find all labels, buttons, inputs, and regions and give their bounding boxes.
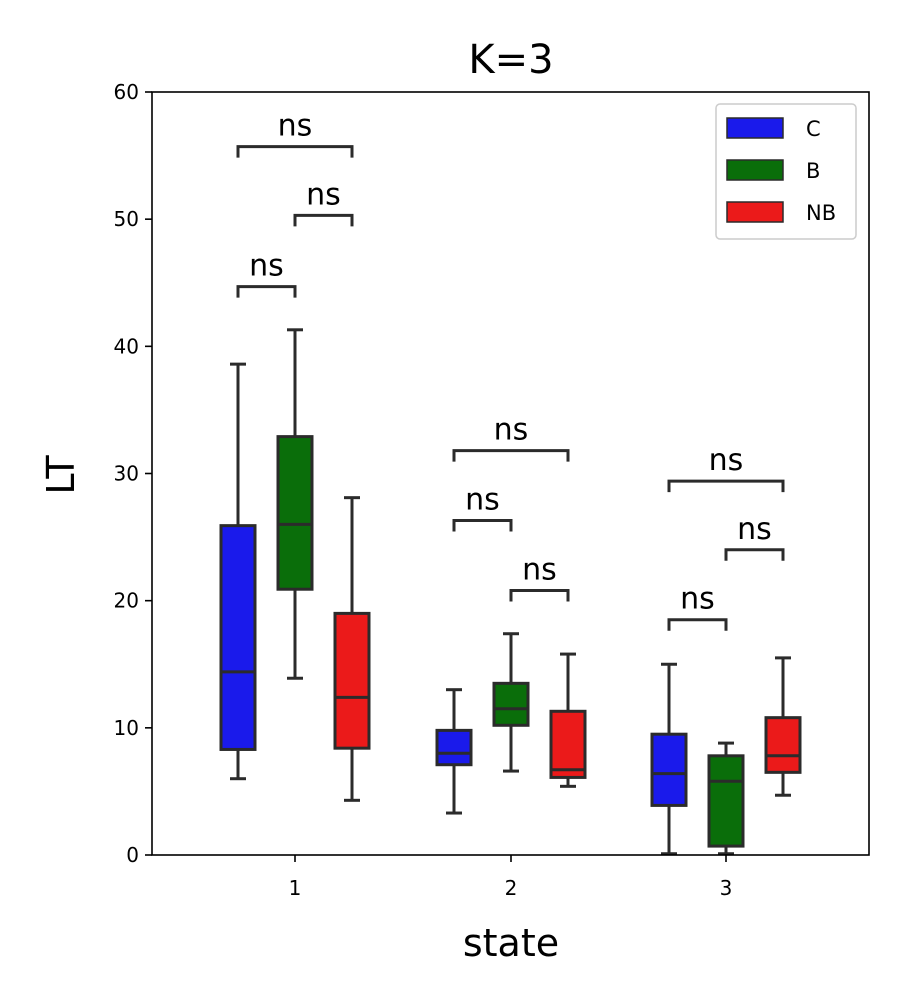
axis-ticks: 0 10 20 30 40 50 60 1 2 3 — [114, 80, 733, 900]
significance-bracket — [293, 213, 354, 227]
significance-label: ns — [680, 582, 715, 617]
legend-label: NB — [806, 201, 836, 225]
plot-area-frame — [151, 91, 870, 856]
box-c-state-2 — [435, 688, 473, 815]
box-body — [650, 732, 688, 807]
y-tick-label: 50 — [114, 207, 139, 231]
y-tick-label: 30 — [114, 462, 139, 486]
y-tick-label: 10 — [114, 716, 139, 740]
y-tick-label: 0 — [126, 843, 139, 867]
box-body — [435, 728, 473, 767]
box-body — [764, 716, 802, 774]
significance-label: ns — [737, 512, 772, 547]
significance-bracket — [452, 449, 570, 462]
box-body — [276, 435, 314, 591]
legend-swatch — [726, 201, 784, 223]
legend-label: C — [806, 117, 821, 141]
significance-bracket — [236, 285, 297, 298]
box-c-state-3 — [650, 662, 688, 856]
box-body — [333, 611, 371, 750]
significance-label: ns — [709, 443, 744, 478]
x-tick-label: 1 — [289, 876, 302, 900]
significance-bracket — [724, 548, 785, 561]
significance-bracket — [509, 588, 570, 602]
y-tick-label: 40 — [114, 334, 139, 358]
box-body — [549, 709, 587, 779]
significance-bracket — [236, 145, 354, 158]
box-body — [707, 754, 745, 848]
box-series — [219, 328, 802, 856]
chart-title: K=3 — [468, 37, 553, 83]
box-b-state-3 — [707, 741, 745, 856]
box-c-state-1 — [219, 362, 257, 781]
x-axis-label: state — [463, 921, 559, 965]
legend-label: B — [806, 159, 820, 183]
box-nb-state-1 — [333, 496, 371, 802]
box-nb-state-2 — [549, 652, 587, 788]
box-body — [219, 524, 257, 751]
legend-swatch — [726, 117, 784, 139]
box-b-state-1 — [276, 328, 314, 680]
significance-bracket — [667, 618, 728, 631]
legend-swatch — [726, 159, 784, 181]
x-tick-label: 2 — [505, 876, 518, 900]
legend: CB NB — [715, 103, 857, 240]
box-nb-state-3 — [764, 656, 802, 797]
significance-label: ns — [249, 249, 284, 284]
box-body — [492, 681, 530, 727]
significance-bracket — [452, 519, 513, 532]
x-tick-label: 3 — [720, 876, 733, 900]
significance-label: ns — [465, 483, 500, 518]
y-tick-label: 20 — [114, 589, 139, 613]
y-tick-label: 60 — [114, 80, 139, 104]
y-axis-label: LT — [39, 455, 83, 495]
significance-label: ns — [494, 413, 529, 448]
significance-label: ns — [278, 109, 313, 144]
significance-bracket — [667, 479, 785, 493]
box-b-state-2 — [492, 632, 530, 773]
significance-label: ns — [306, 177, 341, 212]
significance-label: ns — [522, 552, 557, 587]
